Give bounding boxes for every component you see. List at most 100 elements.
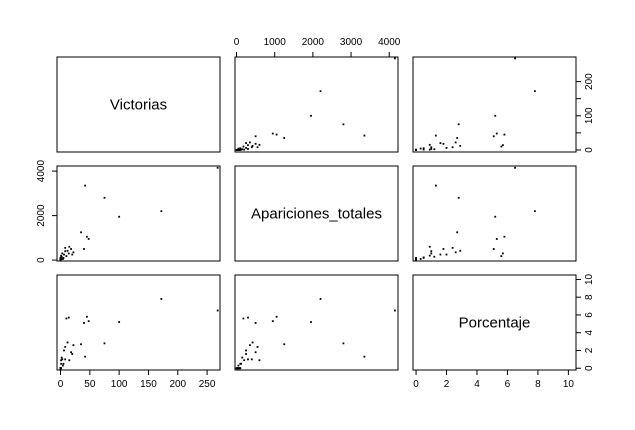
data-point	[422, 147, 425, 150]
data-point	[394, 309, 396, 312]
panel-frame	[234, 165, 399, 262]
panel-frame	[234, 274, 399, 371]
data-point	[342, 123, 345, 126]
data-point	[80, 343, 82, 346]
data-point	[430, 252, 433, 255]
data-point	[241, 356, 244, 359]
tick-label: 1000	[264, 37, 287, 48]
data-point	[118, 215, 121, 218]
data-point	[445, 147, 448, 149]
data-point	[237, 148, 239, 151]
data-point	[251, 144, 254, 147]
data-point	[60, 356, 63, 359]
variable-label: Apariciones_totales	[251, 206, 382, 223]
data-point	[428, 148, 431, 151]
data-point	[86, 235, 88, 238]
data-point	[71, 253, 74, 256]
data-point	[60, 359, 62, 362]
data-point	[310, 321, 312, 323]
tick-label: 8	[535, 379, 541, 390]
data-point	[394, 57, 396, 60]
panel-0-1	[234, 56, 399, 153]
data-point	[86, 315, 88, 318]
data-point	[310, 114, 312, 117]
data-point	[67, 252, 70, 255]
data-point	[494, 114, 497, 117]
data-point	[503, 235, 506, 238]
data-point	[500, 145, 503, 148]
data-point	[65, 317, 68, 320]
data-point	[428, 143, 431, 146]
data-point	[60, 255, 63, 258]
panel-2-2: Porcentaje	[412, 274, 577, 371]
data-point	[64, 250, 67, 253]
data-point	[494, 215, 497, 218]
panel-frame	[56, 165, 221, 262]
data-point	[456, 137, 459, 139]
data-point	[242, 317, 245, 320]
data-point	[250, 358, 253, 361]
data-point	[283, 137, 286, 139]
tick-label: 2	[584, 347, 595, 353]
data-point	[275, 133, 278, 136]
data-point	[240, 148, 243, 151]
panel-0-0: Victorias	[56, 56, 221, 153]
data-point	[243, 359, 246, 362]
data-point	[72, 344, 75, 347]
data-point	[415, 258, 417, 261]
tick-label: 0	[36, 257, 47, 263]
data-point	[87, 320, 90, 323]
data-point	[419, 147, 422, 150]
data-point	[237, 367, 239, 370]
data-point	[87, 238, 90, 240]
tick-label: 200	[169, 379, 186, 390]
data-point	[103, 342, 106, 345]
data-point	[319, 298, 322, 300]
data-point	[84, 355, 87, 358]
data-point	[415, 148, 417, 151]
data-point	[62, 256, 65, 259]
tick-label: 0	[413, 379, 419, 390]
data-point	[247, 316, 249, 319]
data-point	[433, 148, 436, 151]
data-point	[83, 322, 85, 324]
panel-frame	[56, 274, 221, 371]
data-point	[64, 246, 67, 249]
tick-label: 4000	[378, 37, 401, 48]
data-point	[433, 255, 436, 258]
data-point	[434, 184, 437, 187]
data-point	[495, 238, 498, 240]
data-point	[80, 231, 82, 234]
data-point	[245, 349, 247, 352]
data-point	[451, 246, 454, 249]
data-point	[250, 146, 253, 149]
data-point	[271, 132, 274, 135]
variable-label: Porcentaje	[459, 315, 531, 332]
data-point	[239, 147, 242, 150]
data-point	[216, 166, 219, 169]
data-point	[251, 341, 254, 344]
data-point	[258, 359, 261, 362]
data-point	[243, 148, 246, 151]
panel-frame	[56, 56, 221, 153]
data-point	[70, 248, 72, 250]
data-point	[439, 253, 442, 256]
data-point	[454, 251, 457, 254]
data-point	[492, 135, 495, 138]
panel-1-2	[412, 165, 577, 262]
panel-0-2	[412, 56, 577, 153]
data-point	[258, 143, 261, 146]
data-point	[64, 358, 67, 361]
data-point	[63, 253, 65, 256]
panel-frame	[412, 56, 577, 153]
data-point	[430, 250, 433, 253]
data-point	[247, 358, 249, 361]
data-point	[503, 133, 506, 136]
data-point	[501, 144, 504, 147]
data-point	[60, 254, 62, 257]
data-point	[71, 353, 74, 355]
data-point	[415, 256, 417, 259]
data-point	[363, 355, 366, 358]
data-point	[342, 342, 345, 345]
